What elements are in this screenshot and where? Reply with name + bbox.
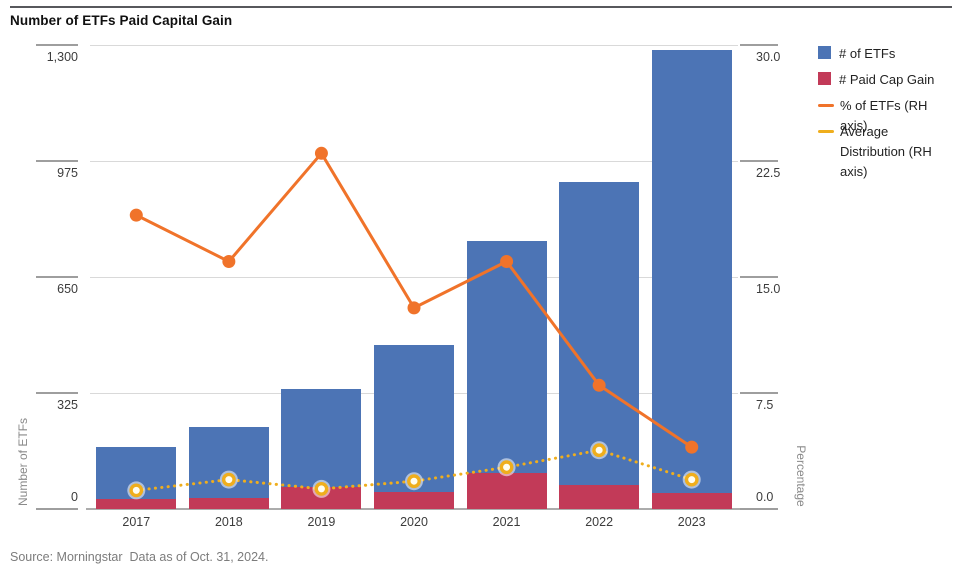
bar-etfs-2021 [466,241,547,509]
y-axis-label-right: 0.0 [756,490,774,504]
pct-etfs-point-2020 [407,301,421,315]
x-axis-baseline [86,508,742,510]
legend-swatch-pct-etfs [818,104,834,107]
legend-swatch-avg-distribution [818,130,834,133]
x-axis-label: 2022 [585,515,614,529]
y-axis-label-left: 0 [71,490,78,504]
y-axis-label-right: 22.5 [756,166,781,180]
legend-item-pct-etfs: % of ETFs (RH axis) [818,96,952,136]
pct-etfs-point-2017 [129,208,143,222]
page-title: Number of ETFs Paid Capital Gain [10,13,233,28]
bar-paid-cap-gain-2021 [466,473,547,509]
x-axis-label: 2019 [307,515,336,529]
gridline [90,45,738,46]
x-axis-label: 2018 [214,515,243,529]
legend-label-etfs: # of ETFs [839,46,896,61]
x-axis-label: 2017 [122,515,151,529]
right-tick [740,44,778,46]
legend-label-avg-distribution: Average Distribution (RH axis) [840,124,932,179]
bar-paid-cap-gain-2022 [559,485,640,509]
bar-paid-cap-gain-2020 [374,491,454,509]
gridline [90,277,738,278]
legend-label-paid-cap-gain: # Paid Cap Gain [839,72,935,87]
bar-paid-cap-gain-2023 [651,493,732,509]
bar-etfs-2018 [188,426,269,509]
pct-etfs-point-2019 [314,146,328,160]
x-axis-label: 2023 [677,515,706,529]
right-tick [740,160,778,162]
legend-item-etfs: # of ETFs [818,44,951,64]
x-axis-label: 2020 [400,515,428,529]
right-tick [740,508,778,510]
y-axis-label-left: 1,300 [46,50,78,64]
bar-etfs-2020 [374,344,454,509]
gridline [90,161,738,162]
legend-item-paid-cap-gain: # Paid Cap Gain [818,70,951,90]
bar-paid-cap-gain-2017 [96,499,177,509]
left-tick [36,44,78,46]
bar-etfs-2023 [651,50,732,509]
left-axis-title: Number of ETFs [16,417,30,507]
legend-swatch-etfs [818,46,831,59]
left-tick [36,508,78,510]
legend-item-avg-distribution: Average Distribution (RH axis) [818,122,952,182]
legend-label-pct-etfs: % of ETFs (RH axis) [840,98,928,133]
left-tick [36,160,78,162]
source-note: Source: Morningstar Data as of Oct. 31, … [10,550,269,564]
right-tick [740,276,778,278]
left-tick [36,392,78,394]
bar-paid-cap-gain-2019 [281,486,362,509]
y-axis-label-left: 650 [57,282,78,296]
y-axis-label-left: 325 [57,398,78,412]
top-rule [10,6,952,8]
legend-swatch-paid-cap-gain [818,72,831,85]
bar-etfs-2022 [559,182,640,509]
bar-paid-cap-gain-2018 [188,497,269,509]
right-axis-title: Percentage [794,445,808,507]
pct-etfs-point-2018 [222,255,236,268]
y-axis-label-right: 7.5 [756,398,774,412]
y-axis-label-right: 15.0 [756,282,781,296]
y-axis-label-left: 975 [57,166,78,180]
x-axis-label: 2021 [492,515,521,529]
right-tick [740,392,778,394]
left-tick [36,276,78,278]
y-axis-label-right: 30.0 [756,50,781,64]
